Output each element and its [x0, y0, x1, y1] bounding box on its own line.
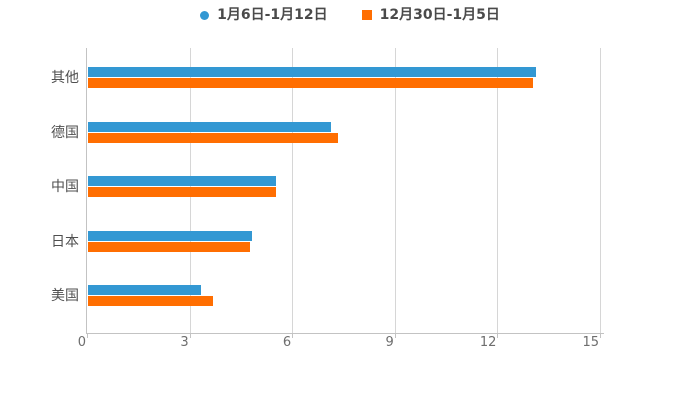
y-category-label: 日本 — [51, 233, 79, 250]
bar-s1-c0 — [88, 78, 533, 88]
bar-s0-c2 — [88, 176, 277, 186]
x-tick-label: 0 — [77, 335, 86, 350]
gridline — [394, 48, 396, 333]
gridline — [497, 48, 499, 333]
bar-s1-c4 — [88, 296, 213, 306]
x-axis-tick — [189, 333, 191, 338]
x-axis-tick — [394, 333, 396, 338]
y-category-label: 美国 — [51, 288, 79, 304]
bar-s0-c3 — [88, 230, 253, 241]
y-category-label: 德国 — [51, 124, 79, 141]
x-axis-tick — [87, 333, 88, 338]
square-marker-icon — [361, 10, 372, 20]
x-tick-label: 9 — [385, 335, 394, 350]
bar-s1-c3 — [88, 241, 251, 252]
y-category-label: 其他 — [51, 70, 79, 86]
x-axis-tick — [497, 333, 499, 338]
y-axis-line — [86, 48, 87, 334]
x-tick-label: 15 — [582, 335, 599, 350]
x-tick-label: 6 — [282, 335, 292, 350]
gridline — [600, 48, 601, 333]
chart-legend: 1月6日-1月12日 12月30日-1月5日 — [0, 6, 700, 24]
x-axis-line — [86, 333, 604, 334]
bar-s1-c1 — [88, 132, 338, 143]
gridline — [292, 48, 294, 333]
bar-s0-c4 — [88, 285, 201, 295]
x-tick-label: 3 — [180, 335, 189, 350]
legend-item-week-dec30-jan5[interactable]: 12月30日-1月5日 — [361, 7, 500, 23]
bar-s0-c1 — [88, 121, 331, 132]
legend-item-week-jan6-jan12[interactable]: 1月6日-1月12日 — [200, 8, 328, 22]
x-axis-tick — [600, 333, 601, 338]
x-tick-label: 12 — [479, 335, 497, 350]
y-category-label: 中国 — [51, 179, 79, 195]
plot-area — [87, 48, 610, 333]
circle-marker-icon — [200, 10, 210, 20]
x-axis-tick — [292, 333, 294, 338]
bar-s0-c0 — [88, 67, 537, 77]
bar-s1-c2 — [88, 187, 277, 197]
legend-item-label: 12月30日-1月5日 — [379, 7, 500, 23]
legend-item-label: 1月6日-1月12日 — [217, 7, 328, 23]
